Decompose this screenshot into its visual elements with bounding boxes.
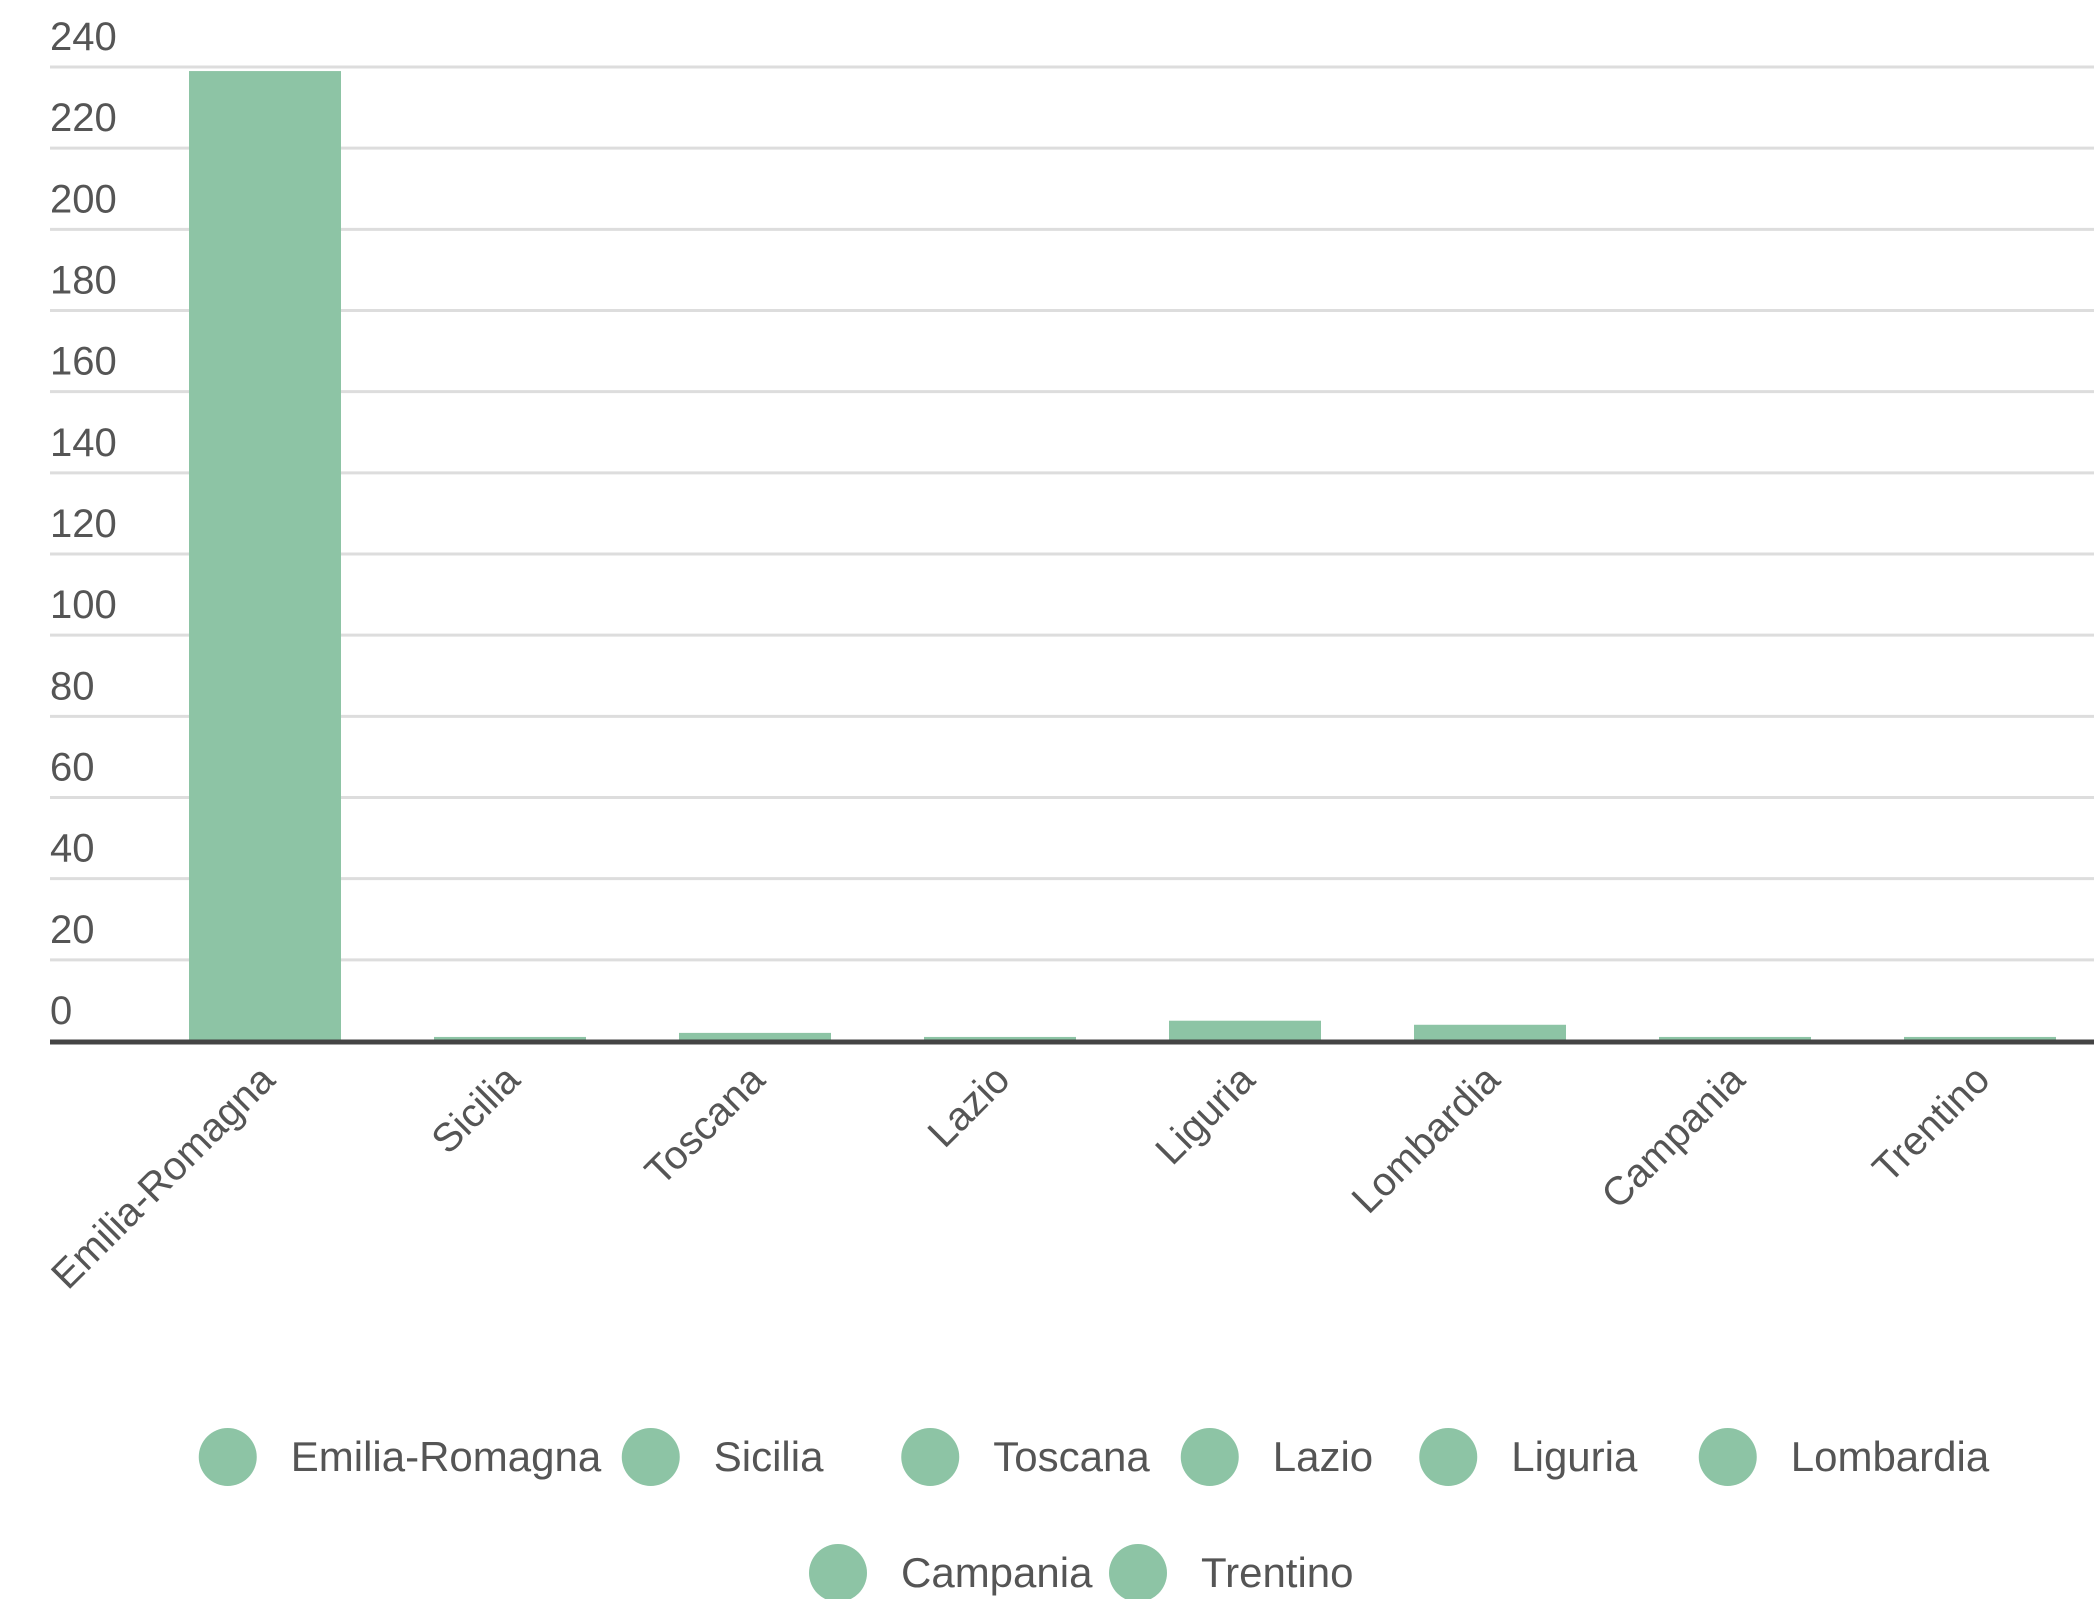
y-tick-label: 200 (50, 177, 117, 221)
bar-campania[interactable] (1659, 1036, 1811, 1041)
x-tick-label: Toscana (637, 1057, 774, 1194)
legend-item[interactable]: Trentino (1109, 1544, 1354, 1599)
y-tick-label: 100 (50, 583, 117, 627)
gridlines (50, 65, 2094, 962)
y-tick-label: 80 (50, 664, 95, 708)
bar-toscana[interactable] (679, 1032, 831, 1041)
y-tick-label: 240 (50, 15, 117, 59)
x-tick-label: Campania (1593, 1057, 1754, 1218)
legend-swatch (901, 1428, 960, 1486)
x-tick-label: Lombardia (1344, 1057, 1509, 1222)
legend-item[interactable]: Lombardia (1698, 1428, 1990, 1486)
y-tick-label: 120 (50, 502, 117, 546)
legend-item[interactable]: Liguria (1419, 1428, 1638, 1486)
legend-swatch (1698, 1428, 1757, 1486)
bar-emilia-romagna[interactable] (189, 71, 341, 1041)
legend-item[interactable]: Campania (809, 1544, 1093, 1599)
legend[interactable]: Emilia-Romagna Sicilia Toscana Lazio Liguria… (198, 1428, 1990, 1599)
bar-trentino[interactable] (1904, 1036, 2056, 1041)
bar-sicilia[interactable] (434, 1036, 586, 1041)
bars (189, 71, 2056, 1041)
y-axis-tick-labels: 0 20 40 60 80 100 120 140 160 180 200 220 240 (50, 15, 117, 1033)
y-tick-label: 160 (50, 340, 117, 384)
x-tick-label: Liguria (1147, 1057, 1264, 1174)
x-axis-category-labels: Emilia-Romagna Sicilia Toscana Lazio Liguria… (43, 1057, 1998, 1298)
legend-label: Toscana (993, 1433, 1150, 1480)
bar-lazio[interactable] (924, 1036, 1076, 1041)
y-tick-label: 140 (50, 421, 117, 465)
y-tick-label: 40 (50, 827, 95, 871)
x-tick-label: Emilia-Romagna (43, 1057, 284, 1298)
legend-item[interactable]: Emilia-Romagna (198, 1428, 602, 1486)
legend-swatch (621, 1428, 680, 1486)
legend-swatch (1180, 1428, 1239, 1486)
bar-lombardia[interactable] (1414, 1024, 1566, 1041)
bar-liguria[interactable] (1169, 1020, 1321, 1041)
legend-label: Liguria (1511, 1433, 1638, 1480)
legend-label: Emilia-Romagna (291, 1433, 602, 1480)
y-tick-label: 180 (50, 259, 117, 303)
x-tick-label: Trentino (1865, 1057, 1999, 1191)
legend-label: Lazio (1273, 1433, 1373, 1480)
y-tick-label: 20 (50, 908, 95, 952)
legend-swatch (1109, 1544, 1167, 1599)
y-tick-label: 60 (50, 746, 95, 790)
legend-item[interactable]: Toscana (901, 1428, 1150, 1486)
x-tick-label: Lazio (920, 1057, 1019, 1156)
legend-label: Trentino (1201, 1549, 1354, 1596)
y-tick-label: 220 (50, 96, 117, 140)
legend-swatch (198, 1428, 257, 1486)
legend-item[interactable]: Lazio (1180, 1428, 1373, 1486)
x-tick-label: Sicilia (423, 1057, 529, 1163)
legend-label: Lombardia (1791, 1433, 1990, 1480)
legend-item[interactable]: Sicilia (621, 1428, 824, 1486)
legend-label: Campania (901, 1549, 1093, 1596)
legend-swatch (1419, 1428, 1478, 1486)
legend-label: Sicilia (714, 1433, 824, 1480)
legend-swatch (809, 1544, 867, 1599)
y-tick-label: 0 (50, 989, 72, 1033)
